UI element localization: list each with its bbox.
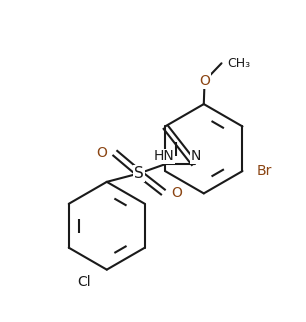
- Text: Br: Br: [256, 164, 272, 178]
- Text: O: O: [96, 146, 107, 160]
- Text: O: O: [199, 74, 210, 88]
- Text: O: O: [171, 186, 182, 200]
- Text: N: N: [191, 149, 201, 164]
- Text: CH₃: CH₃: [227, 57, 250, 70]
- Text: S: S: [134, 166, 144, 181]
- Text: Cl: Cl: [78, 275, 91, 289]
- Text: HN: HN: [153, 149, 174, 164]
